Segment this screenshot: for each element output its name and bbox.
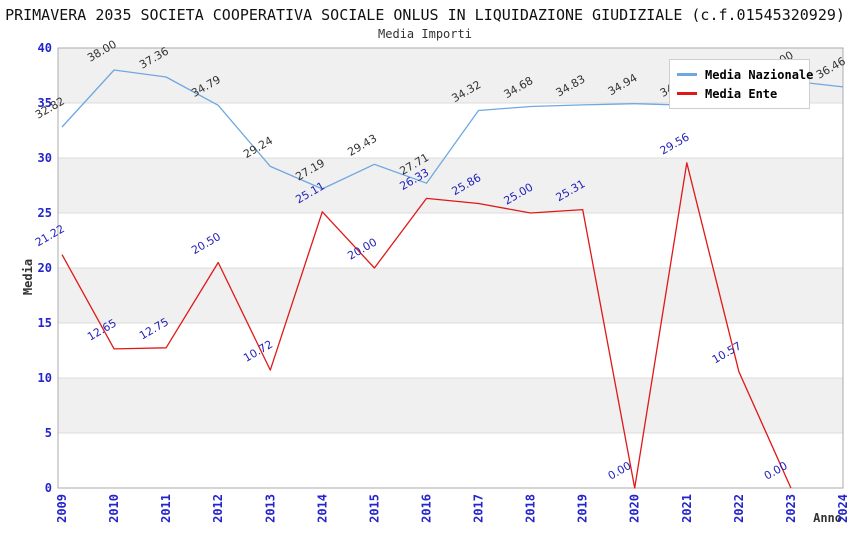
data-label: 21.22 [33, 222, 67, 249]
data-label: 20.00 [345, 236, 379, 263]
series-line-media-ente [61, 162, 792, 489]
x-tick-label: 2016 [419, 494, 433, 523]
y-tick-label: 15 [38, 316, 52, 330]
chart-title: PRIMAVERA 2035 SOCIETA COOPERATIVA SOCIA… [5, 6, 845, 24]
legend: Media Nazionale Media Ente [669, 59, 813, 109]
x-tick-label: 2014 [315, 494, 329, 523]
data-label: 20.50 [189, 230, 223, 257]
legend-swatch-line-icon [677, 73, 697, 76]
plot-border [57, 47, 844, 489]
x-tick-label: 2017 [472, 494, 486, 523]
x-tick-label: 2012 [211, 494, 225, 523]
x-tick-label: 2018 [524, 494, 538, 523]
x-tick-label: 2022 [732, 494, 746, 523]
y-tick-label: 30 [38, 151, 52, 165]
x-axis-label: Anno [813, 511, 842, 525]
plot-band [58, 378, 843, 433]
x-tick-label: 2013 [263, 494, 277, 523]
x-tick-label: 2011 [159, 494, 173, 523]
x-tick-label: 2010 [107, 494, 121, 523]
legend-label: Media Ente [705, 86, 778, 101]
legend-swatch-line-icon [677, 92, 697, 95]
y-tick-label: 0 [45, 481, 52, 495]
x-tick-label: 2015 [367, 494, 381, 523]
x-tick-label: 2009 [55, 494, 69, 523]
chart-subtitle: Media Importi [378, 27, 472, 41]
data-label: 10.57 [710, 339, 744, 366]
plot-band [58, 268, 843, 323]
plot-band [58, 158, 843, 213]
x-tick-label: 2021 [680, 494, 694, 523]
legend-label: Media Nazionale [705, 67, 814, 82]
y-tick-label: 35 [38, 96, 52, 110]
y-tick-label: 20 [38, 261, 52, 275]
data-label: 29.56 [658, 130, 692, 157]
data-label: 29.43 [345, 132, 379, 159]
legend-item-media-nazionale: Media Nazionale [677, 65, 813, 84]
data-label: 0.00 [762, 459, 790, 483]
y-tick-label: 25 [38, 206, 52, 220]
data-label: 0.00 [606, 459, 634, 483]
data-label: 10.72 [241, 338, 275, 365]
y-tick-label: 5 [45, 426, 52, 440]
x-tick-label: 2020 [628, 494, 642, 523]
x-tick-label: 2024 [836, 494, 850, 523]
x-tick-label: 2019 [576, 494, 590, 523]
legend-item-media-ente: Media Ente [677, 84, 809, 103]
x-tick-label: 2023 [784, 494, 798, 523]
y-tick-label: 10 [38, 371, 52, 385]
y-tick-label: 40 [38, 41, 52, 55]
